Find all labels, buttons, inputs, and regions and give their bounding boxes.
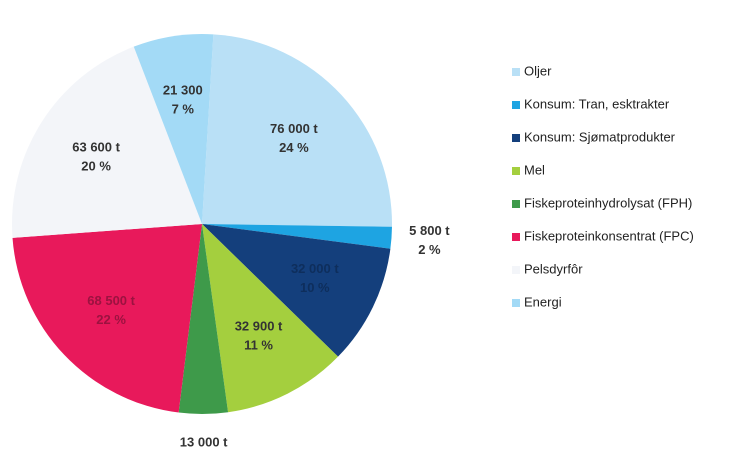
pie-slice	[202, 34, 392, 227]
data-label: 5 800 t	[409, 223, 450, 238]
pie-slice	[202, 224, 339, 413]
data-label: 68 500 t	[87, 293, 135, 308]
legend-swatch	[512, 299, 520, 307]
percent-label: 2 %	[418, 242, 441, 257]
pie-slice	[133, 34, 214, 224]
legend-swatch	[512, 167, 520, 175]
data-label: 63 600 t	[72, 139, 120, 154]
pie-slice	[202, 224, 391, 357]
legend-label: Fiskeproteinhydrolysat (FPH)	[524, 195, 692, 210]
data-label: 32 900 t	[235, 318, 283, 333]
legend-label: Konsum: Tran, esktrakter	[524, 96, 670, 111]
legend-label: Mel	[524, 162, 545, 177]
legend-swatch	[512, 134, 520, 142]
legend-swatch	[512, 101, 520, 109]
legend-swatch	[512, 233, 520, 241]
legend-label: Energi	[524, 294, 562, 309]
percent-label: 20 %	[81, 158, 111, 173]
legend-swatch	[512, 266, 520, 274]
percent-label: 10 %	[300, 280, 330, 295]
percent-label: 24 %	[279, 140, 309, 155]
percent-label: 11 %	[244, 337, 273, 352]
legend-label: Konsum: Sjømatprodukter	[524, 129, 676, 144]
data-label: 13 000 t	[180, 434, 228, 449]
pie-slice	[202, 224, 392, 249]
percent-label: 22 %	[96, 312, 126, 327]
legend-swatch	[512, 200, 520, 208]
data-label: 21 300	[163, 83, 203, 98]
pie-slice	[178, 224, 229, 415]
percent-label: 7 %	[172, 102, 195, 117]
legend-label: Oljer	[524, 63, 552, 78]
legend-label: Pelsdyrfôr	[524, 261, 583, 276]
data-label: 76 000 t	[270, 121, 318, 136]
legend-swatch	[512, 68, 520, 76]
data-label: 32 000 t	[291, 261, 339, 276]
pie-slice	[12, 224, 203, 413]
pie-slice	[11, 46, 202, 238]
legend-label: Fiskeproteinkonsentrat (FPC)	[524, 228, 694, 243]
